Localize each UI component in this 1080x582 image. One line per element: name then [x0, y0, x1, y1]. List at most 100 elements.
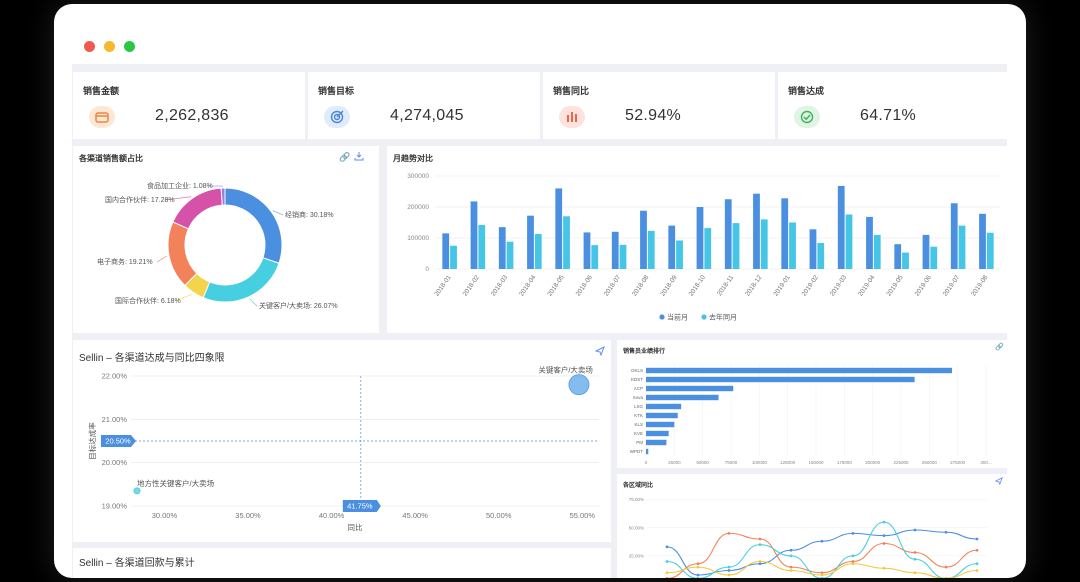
trend-chart: 0 100000 200000 300000 2018-01 2018-02 2018-03…: [407, 173, 1000, 322]
trend-bar: [506, 241, 514, 269]
close-dot[interactable]: [84, 41, 95, 52]
trend-bar: [583, 232, 591, 269]
donut-leader-line: [174, 293, 193, 302]
ranking-bar: [646, 430, 669, 437]
x-tick-label: 2018-04: [518, 274, 538, 298]
x-tick-label: 50.00%: [486, 511, 512, 520]
send-icon[interactable]: [994, 476, 1003, 487]
x-tick-label: 25000: [668, 460, 681, 465]
kpi-title: 销售达成: [788, 86, 825, 96]
ranking-bar: [646, 394, 719, 401]
x-tick-label: 2018-02: [462, 274, 482, 298]
point-label: 地方性关键客户/大卖场: [137, 478, 215, 488]
trend-bar: [732, 223, 740, 269]
region-point: [665, 545, 669, 549]
sales-ranking-panel: 销售员业绩排行 🔗 0 25000 50000 75000 100000 125000 15…: [617, 340, 1007, 468]
channel-share-panel: 各渠道销售额占比 🔗 经销商: 30.18% 关键客户/大卖场: 26.07% 国际…: [73, 146, 379, 333]
minimize-dot[interactable]: [104, 41, 115, 52]
region-point: [665, 571, 669, 575]
x-tick-label: 40.00%: [319, 511, 345, 520]
y-tick-label: OKLS: [631, 368, 643, 373]
kpi-card-sales-yoy[interactable]: 销售同比 52.94%: [543, 72, 775, 139]
region-point: [882, 534, 886, 538]
region-point: [727, 531, 731, 535]
x-tick-label: 2018-12: [744, 274, 764, 298]
panel-title: 销售员业绩排行: [623, 349, 666, 355]
x-tick-label: 100000: [752, 460, 768, 465]
trend-bar: [866, 216, 873, 269]
kpi-value: 52.94%: [625, 107, 682, 124]
x-tick-label: 2018-07: [603, 274, 623, 298]
x-tick-label: 150000: [808, 460, 824, 465]
link-icon[interactable]: 🔗: [339, 152, 351, 162]
region-point: [758, 537, 762, 541]
donut-slice: [172, 187, 223, 230]
y-tick-label: 0: [425, 266, 429, 273]
ranking-bar: [646, 376, 915, 383]
dashboard-canvas: 销售金额 2,262,836 销售目标 4,274,045 销售同比 52.94…: [72, 64, 1007, 578]
kpi-card-sales-amount[interactable]: 销售金额 2,262,836: [73, 72, 305, 139]
trend-bar: [845, 214, 853, 269]
link-icon[interactable]: 🔗: [995, 344, 1004, 351]
download-icon[interactable]: [354, 151, 364, 163]
x-axis-title: 同比: [348, 522, 363, 532]
region-point: [851, 560, 855, 563]
y-tick-label: 22.00%: [102, 372, 128, 381]
quadrant-chart: 19.00% 20.00% 21.00% 22.00% 30.00% 35.00% 40.0…: [87, 365, 599, 532]
trend-bar: [958, 225, 966, 269]
x-marker-label: 41.75%: [347, 502, 373, 511]
donut-label: 关键客户/大卖场: 26.07%: [259, 301, 338, 310]
region-yoy-panel: 各区域同比 75.00% 50.00% 25.00%: [617, 474, 1007, 578]
region-point: [913, 551, 917, 554]
y-axis-title: 目标达成率: [87, 422, 97, 460]
y-tick-label: KVE: [634, 431, 643, 436]
send-icon[interactable]: [594, 345, 605, 358]
ranking-bar: [646, 403, 682, 410]
kpi-card-sales-achievement[interactable]: 销售达成 64.71%: [778, 72, 1007, 139]
trend-bar: [817, 242, 825, 269]
y-tick-label: KLS: [634, 422, 643, 427]
panel-title: Sellin – 各渠道达成与同比四象限: [79, 353, 225, 364]
trend-bar: [534, 233, 542, 269]
y-tick-label: KTK: [634, 413, 643, 418]
donut-leader-line: [272, 210, 284, 216]
y-tick-label: 25.00%: [629, 553, 644, 558]
trend-bar: [611, 231, 619, 269]
x-tick-label: 30.00%: [152, 511, 178, 520]
trend-bar: [668, 225, 676, 269]
region-point: [820, 576, 824, 578]
region-point: [758, 543, 762, 547]
donut-slice: [167, 221, 198, 287]
payment-panel: Sellin – 各渠道回款与累计: [73, 548, 611, 578]
region-point: [913, 557, 917, 561]
x-tick-label: 125000: [780, 460, 796, 465]
donut-slice: [224, 187, 283, 264]
x-tick-label: 50000: [696, 460, 709, 465]
trend-bar: [470, 201, 478, 269]
region-point: [820, 539, 824, 543]
kpi-card-sales-target[interactable]: 销售目标 4,274,045: [308, 72, 540, 139]
region-point: [944, 530, 948, 534]
app-window: 销售金额 2,262,836 销售目标 4,274,045 销售同比 52.94…: [54, 4, 1026, 578]
region-point: [789, 565, 793, 569]
trend-bar: [781, 198, 789, 269]
trend-bar: [979, 213, 986, 269]
region-point: [975, 537, 979, 541]
trend-bar: [640, 210, 647, 269]
ranking-bar: [646, 421, 675, 428]
trend-bar: [498, 227, 506, 269]
kpi-value: 2,262,836: [155, 107, 229, 124]
trend-bar: [696, 207, 704, 269]
trend-bar: [930, 246, 938, 269]
ranking-bar: [646, 412, 678, 419]
y-tick-label: WPDT: [630, 449, 643, 454]
donut-label: 国际合作伙伴: 6.18%: [115, 296, 181, 305]
maximize-dot[interactable]: [124, 41, 135, 52]
panel-title: 月趋势对比: [393, 154, 433, 163]
donut-label: 食品加工企业: 1.08%: [147, 181, 213, 190]
trend-bar: [591, 245, 599, 269]
y-tick-label: 50.00%: [629, 525, 644, 530]
y-tick-label: KDST: [631, 377, 643, 382]
ranking-chart: 0 25000 50000 75000 100000 125000 150000 175000…: [630, 364, 992, 465]
trend-bar: [647, 230, 655, 269]
